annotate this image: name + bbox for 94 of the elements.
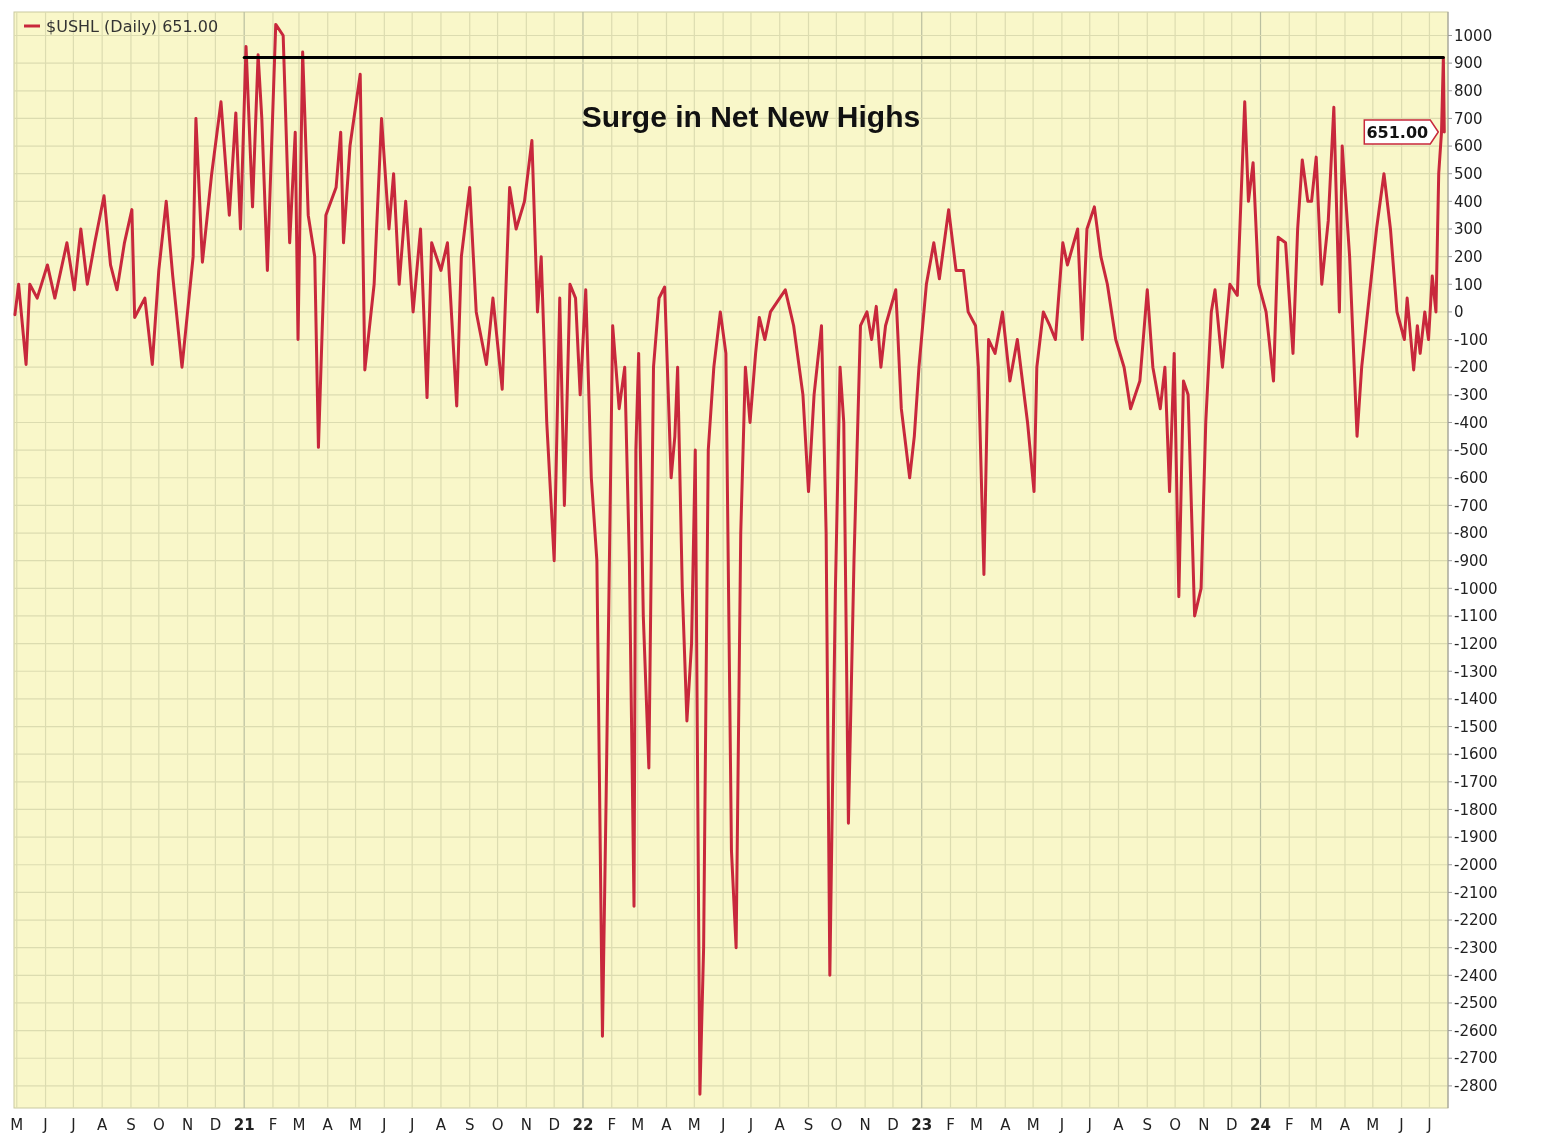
y-tick-label: -200: [1454, 358, 1489, 377]
x-tick-label: A: [774, 1116, 786, 1134]
x-tick-label: A: [435, 1116, 447, 1134]
x-tick-label: M: [1026, 1116, 1040, 1134]
y-tick-label: -2500: [1454, 994, 1498, 1013]
x-tick-label: N: [859, 1116, 871, 1134]
y-tick-label: -1900: [1454, 828, 1498, 847]
x-tick-label: 24: [1250, 1116, 1271, 1134]
y-tick-label: -1100: [1454, 607, 1498, 626]
x-tick-label: O: [491, 1116, 504, 1134]
x-tick-label: O: [152, 1116, 165, 1134]
y-tick-label: 800: [1454, 82, 1483, 101]
y-tick-label: 100: [1454, 275, 1483, 294]
y-tick-label: 0: [1454, 303, 1464, 322]
annotation: 651.00: [1366, 122, 1429, 142]
y-tick-label: -1000: [1454, 579, 1498, 598]
x-tick-label: J: [747, 1116, 754, 1134]
y-tick-label: -1200: [1454, 634, 1498, 653]
y-tick-label: -1400: [1454, 690, 1498, 709]
x-tick-label: J: [42, 1116, 48, 1134]
y-tick-label: -800: [1454, 524, 1489, 543]
x-tick-label: A: [97, 1116, 109, 1134]
y-tick-label: -2700: [1454, 1049, 1498, 1068]
y-tick-label: 900: [1454, 54, 1483, 73]
y-tick-label: -2200: [1454, 911, 1498, 930]
y-tick-label: -900: [1454, 551, 1489, 570]
x-tick-label: J: [1426, 1116, 1432, 1134]
y-tick-label: -2800: [1454, 1077, 1498, 1096]
y-tick-label: -100: [1454, 330, 1489, 349]
x-tick-label: M: [292, 1116, 306, 1134]
y-tick-label: 700: [1454, 109, 1483, 128]
x-tick-label: A: [1000, 1116, 1012, 1134]
x-tick-label: M: [349, 1116, 363, 1134]
y-tick-label: 500: [1454, 164, 1483, 183]
x-tick-label: F: [1284, 1116, 1294, 1134]
x-tick-label: O: [830, 1116, 843, 1134]
x-tick-label: F: [946, 1116, 955, 1134]
x-tick-label: J: [1398, 1116, 1404, 1134]
y-tick-label: -2100: [1454, 883, 1498, 902]
y-tick-label: 600: [1454, 137, 1483, 156]
x-tick-label: S: [126, 1116, 136, 1134]
x-tick-label: M: [1309, 1116, 1323, 1134]
y-tick-label: 300: [1454, 220, 1483, 239]
x-tick-label: N: [1198, 1116, 1210, 1134]
y-tick-label: -1300: [1454, 662, 1498, 681]
annotation: Surge in Net New Highs: [581, 100, 921, 133]
x-tick-label: A: [1339, 1116, 1351, 1134]
y-tick-label: -500: [1454, 441, 1489, 460]
x-tick-label: M: [1366, 1116, 1380, 1134]
y-tick-label: -1800: [1454, 800, 1498, 819]
x-tick-label: O: [1169, 1116, 1182, 1134]
x-tick-label: N: [520, 1116, 532, 1134]
x-tick-label: M: [687, 1116, 701, 1134]
y-tick-label: -300: [1454, 386, 1489, 405]
x-tick-label: S: [1142, 1116, 1153, 1134]
y-tick-label: 400: [1454, 192, 1483, 211]
y-tick-label: -2600: [1454, 1021, 1498, 1040]
y-tick-label: 200: [1454, 247, 1483, 266]
x-tick-label: J: [1086, 1116, 1092, 1134]
y-tick-label: -2400: [1454, 966, 1498, 985]
y-tick-label: -2000: [1454, 856, 1498, 874]
y-tick-label: -700: [1454, 496, 1489, 515]
y-tick-label: -400: [1454, 413, 1489, 432]
x-tick-label: J: [408, 1116, 415, 1134]
y-tick-label: -600: [1454, 469, 1489, 488]
y-tick-label: -2300: [1454, 938, 1498, 957]
x-tick-label: F: [268, 1116, 278, 1134]
y-tick-label: -1500: [1454, 717, 1498, 736]
x-tick-label: 21: [233, 1116, 255, 1134]
x-tick-label: M: [10, 1116, 24, 1134]
x-tick-label: D: [1225, 1116, 1238, 1134]
x-tick-label: M: [631, 1116, 645, 1134]
x-tick-label: D: [887, 1116, 899, 1134]
x-tick-label: 23: [911, 1116, 933, 1134]
x-tick-label: A: [661, 1116, 673, 1134]
y-tick-label: -1700: [1454, 773, 1498, 792]
x-tick-label: D: [209, 1116, 222, 1134]
x-tick-label: J: [381, 1116, 387, 1134]
x-tick-label: J: [1058, 1116, 1065, 1134]
x-tick-label: J: [719, 1116, 726, 1134]
x-tick-label: N: [181, 1116, 194, 1134]
x-tick-label: J: [70, 1116, 76, 1134]
x-tick-label: S: [803, 1116, 814, 1134]
x-tick-label: F: [607, 1116, 617, 1134]
x-tick-label: 22: [572, 1116, 594, 1134]
x-tick-label: D: [548, 1116, 560, 1134]
legend-label: $USHL (Daily) 651.00: [46, 16, 219, 36]
line-series: [13, 22, 1446, 1096]
x-tick-label: S: [464, 1116, 475, 1134]
y-tick-label: 1000: [1454, 26, 1493, 45]
x-tick-label: A: [322, 1116, 334, 1134]
x-tick-label: A: [1113, 1116, 1125, 1134]
y-tick-label: -1600: [1454, 745, 1498, 764]
x-tick-label: M: [970, 1116, 983, 1134]
